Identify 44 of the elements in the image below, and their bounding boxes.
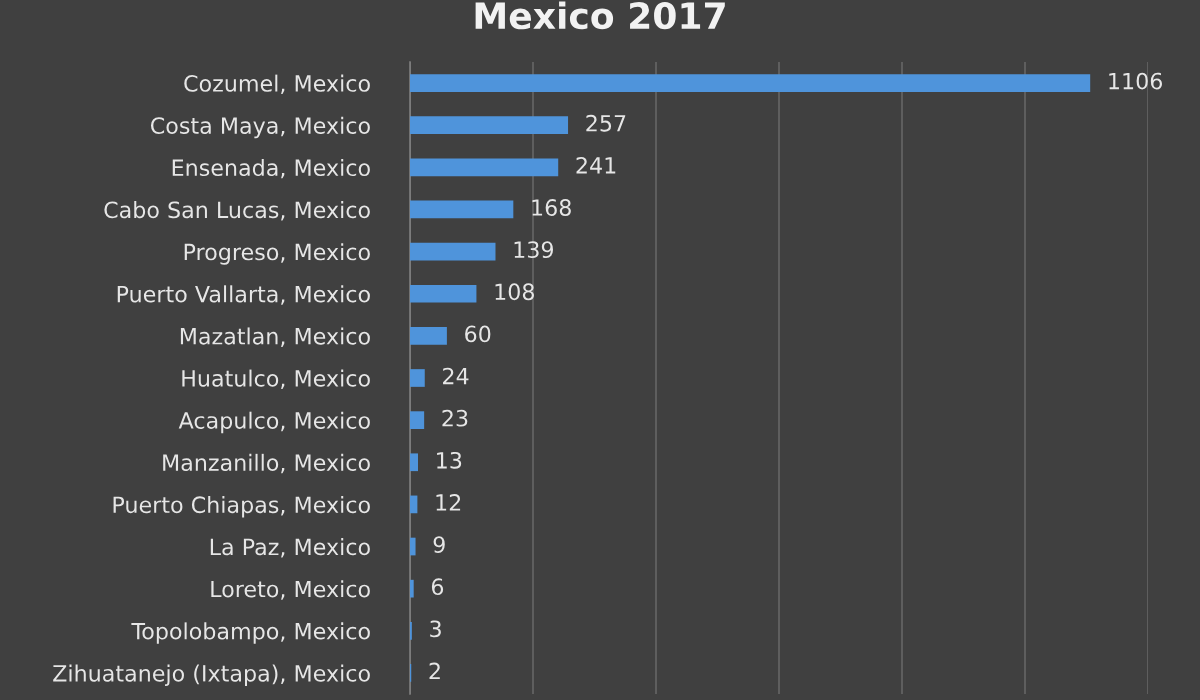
bar bbox=[410, 537, 416, 556]
y-tick-label: La Paz, Mexico bbox=[210, 538, 370, 558]
y-tick-label: Puerto Vallarta, Mexico bbox=[117, 285, 370, 305]
data-label: 6 bbox=[431, 578, 444, 596]
bar bbox=[410, 200, 514, 219]
data-label: 13 bbox=[437, 451, 462, 469]
data-label: 24 bbox=[443, 367, 469, 385]
data-label: 139 bbox=[514, 241, 553, 259]
y-tick-label: Manzanillo, Mexico bbox=[163, 453, 370, 474]
bar bbox=[410, 327, 447, 345]
data-label: 108 bbox=[495, 283, 534, 301]
y-tick-label: Cabo San Lucas, Mexico bbox=[104, 201, 370, 221]
data-label: 1106 bbox=[1109, 72, 1163, 90]
y-tick-label: Cozumel, Mexico bbox=[184, 74, 370, 95]
data-label: 2 bbox=[429, 662, 440, 680]
y-tick-label: Huatulco, Mexico bbox=[182, 369, 370, 390]
chart-title: Mexico 2017 bbox=[475, 1, 725, 30]
bar bbox=[410, 242, 496, 261]
data-label: 257 bbox=[586, 114, 626, 132]
bar bbox=[410, 369, 425, 387]
data-label: 9 bbox=[433, 536, 445, 553]
bar bbox=[410, 158, 559, 177]
data-label: 60 bbox=[465, 325, 491, 343]
bar bbox=[410, 579, 414, 598]
y-tick-label: Acapulco, Mexico bbox=[178, 411, 370, 434]
data-label: 241 bbox=[576, 156, 616, 174]
y-tick-label: Topolobampo, Mexico bbox=[131, 622, 370, 644]
y-tick-label: Loreto, Mexico bbox=[211, 580, 370, 600]
bar bbox=[410, 74, 1091, 92]
data-label: 168 bbox=[532, 199, 571, 216]
data-label: 12 bbox=[436, 494, 461, 511]
bar bbox=[410, 116, 569, 135]
y-tick-label: Progreso, Mexico bbox=[184, 243, 370, 265]
y-tick-label: Mazatlan, Mexico bbox=[180, 327, 370, 347]
bar bbox=[410, 495, 418, 514]
data-label: 23 bbox=[442, 409, 468, 427]
data-label: 3 bbox=[430, 620, 441, 638]
y-tick-label: Puerto Chiapas, Mexico bbox=[113, 495, 370, 518]
bar bbox=[410, 411, 425, 429]
y-tick-label: Costa Maya, Mexico bbox=[150, 116, 370, 139]
bar bbox=[410, 284, 477, 303]
bar bbox=[410, 453, 418, 472]
y-tick-label: Zihuatanejo (Ixtapa), Mexico bbox=[53, 664, 370, 686]
y-tick-label: Ensenada, Mexico bbox=[172, 158, 370, 179]
